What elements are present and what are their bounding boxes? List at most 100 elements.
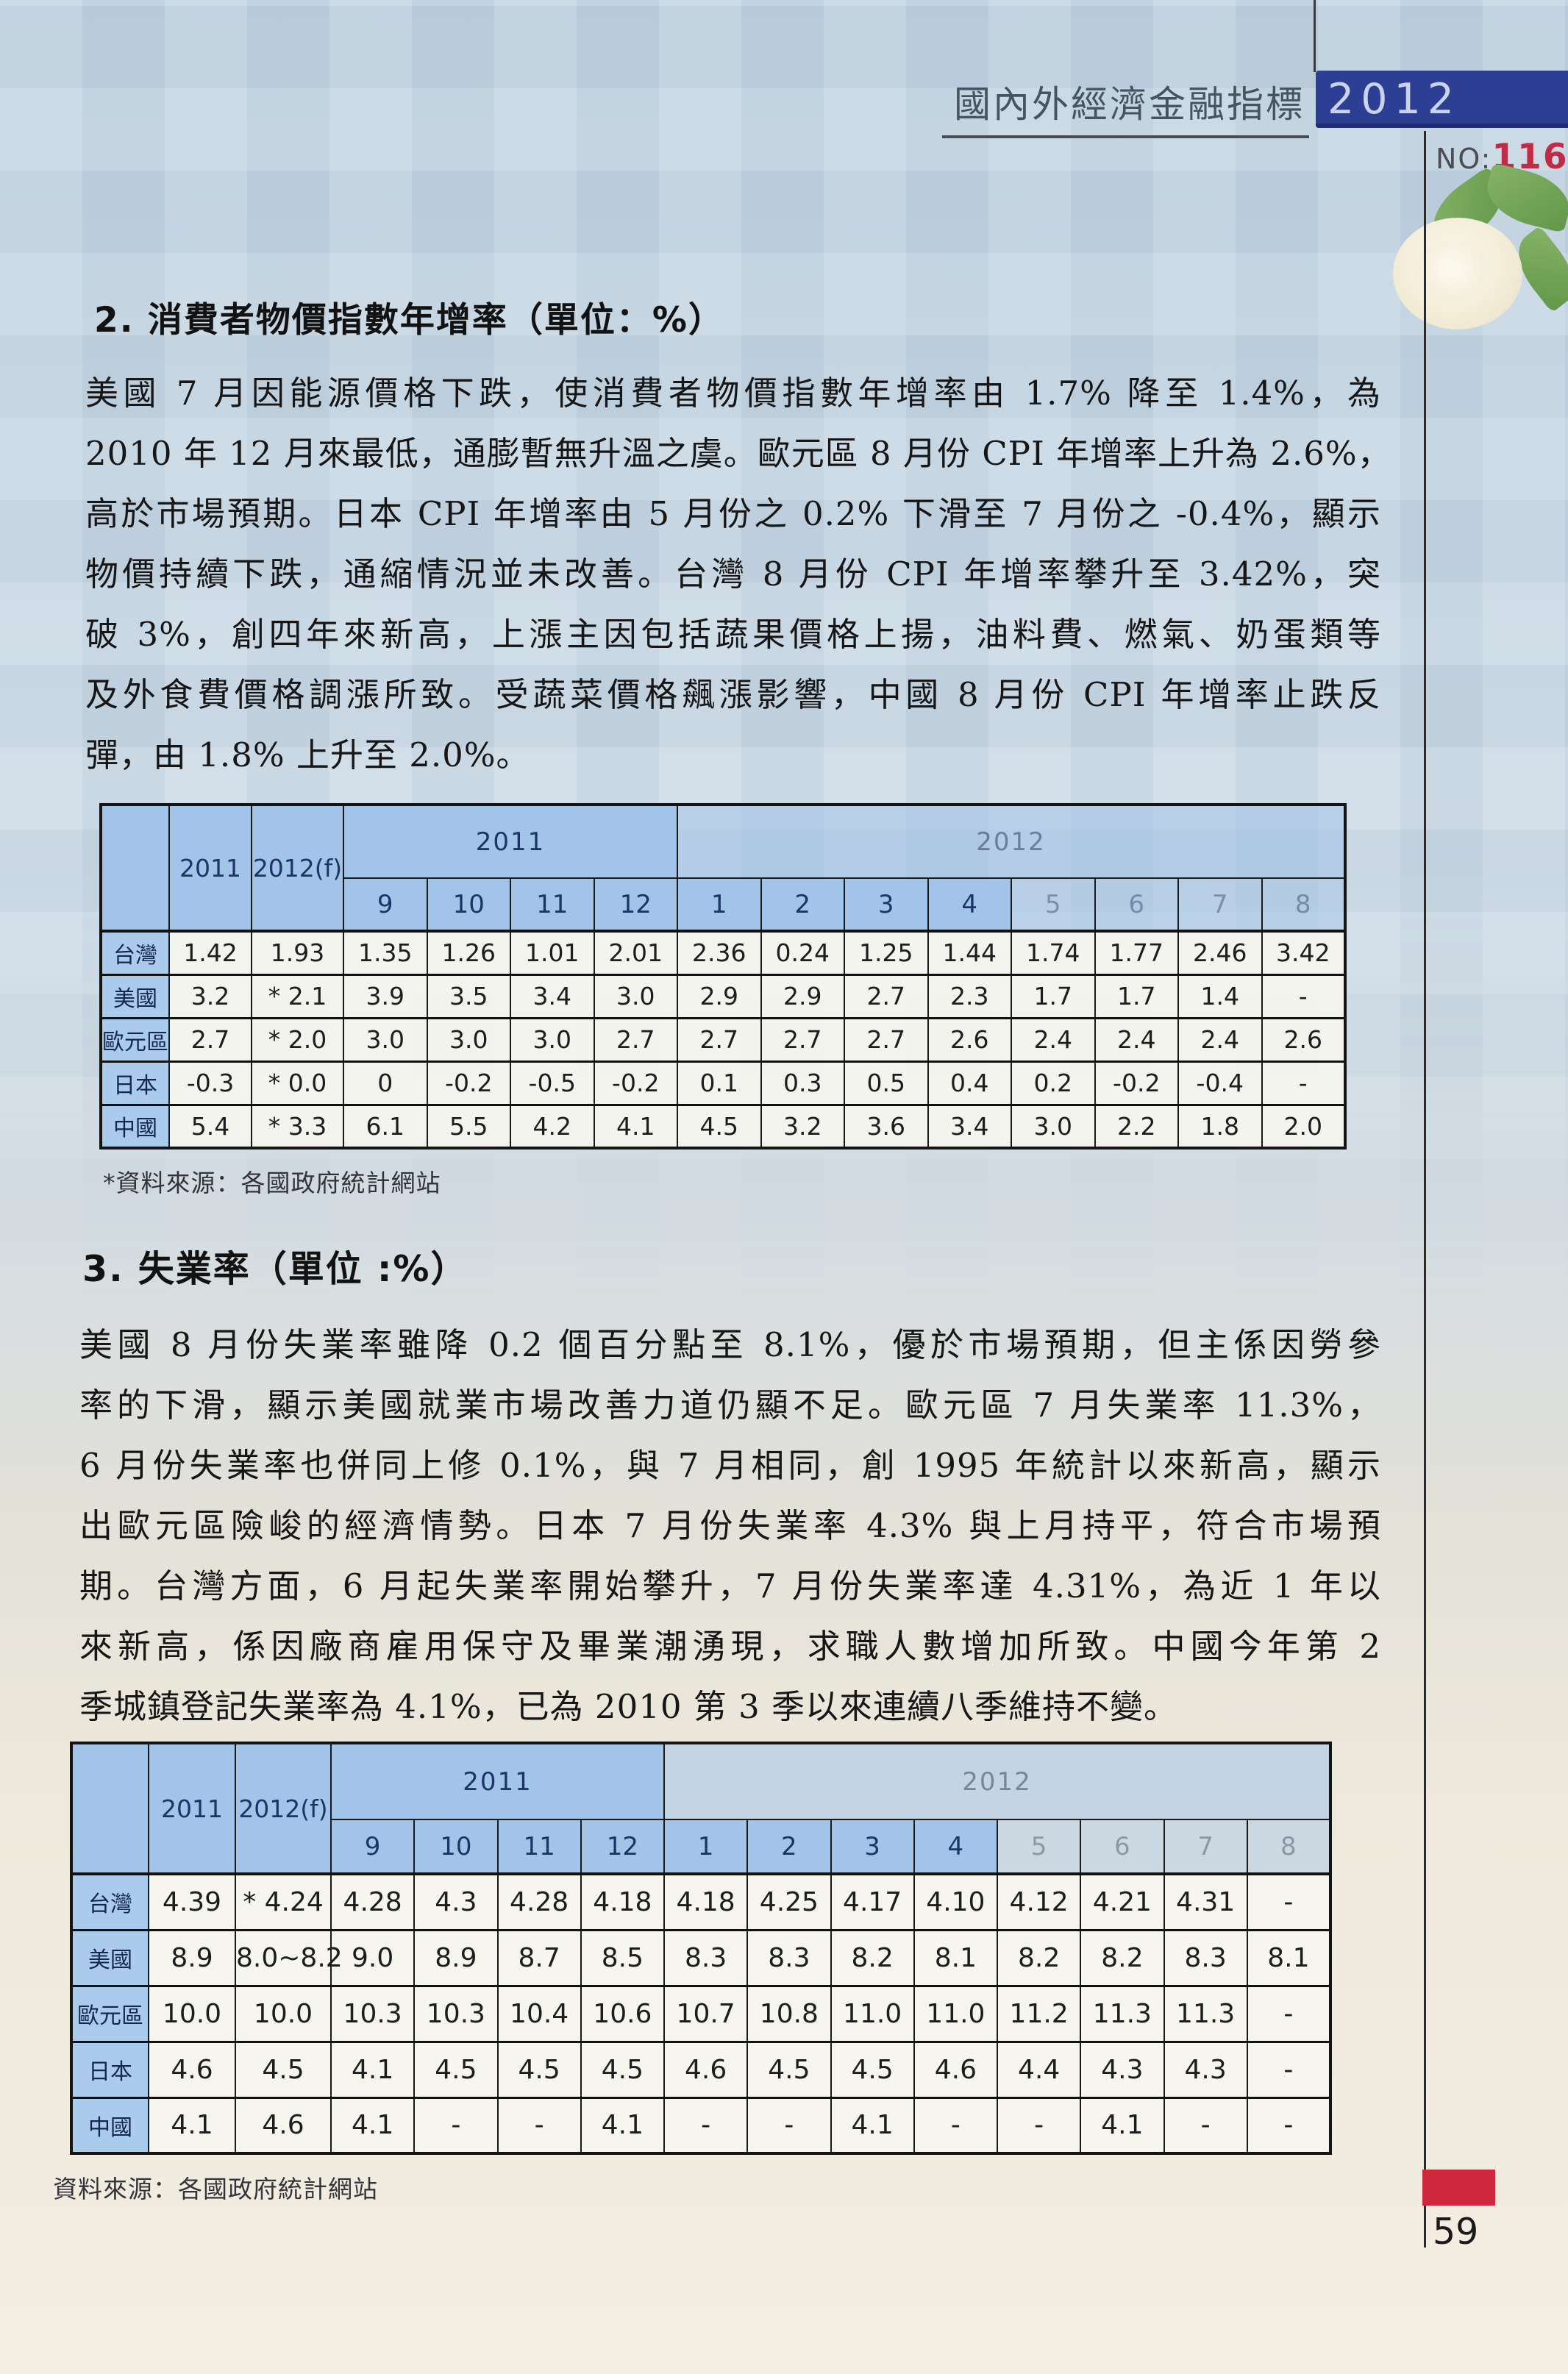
table-month-header: 6: [1080, 1819, 1165, 1875]
table-cell: 4.6: [148, 2041, 236, 2098]
table-cell: 4.1: [1080, 2097, 1165, 2154]
paragraph-line: 出歐元區險峻的經濟情勢。日本 7 月份失業率 4.3% 與上月持平，符合市場預: [79, 1506, 1381, 1545]
table-cell: 5.4: [168, 1104, 252, 1149]
table-cell: 1.8: [1177, 1104, 1263, 1149]
unemployment-table-source-note: 資料來源：各國政府統計網站: [53, 2175, 378, 2203]
paragraph-line: 6 月份失業率也併同上修 0.1%，與 7 月相同，創 1995 年統計以來新高…: [79, 1446, 1381, 1485]
unemployment-table: 2011 2012(f) 2011 2012 9 10 11 12 1 2 3 4 5 6 7 8 台灣 4.39…: [70, 1742, 1332, 2155]
table-cell: -0.2: [1094, 1061, 1179, 1105]
table-cell: 10.3: [329, 1985, 416, 2042]
paragraph-line: 來新高，係因廠商雇用保守及畢業潮湧現，求職人數增加所致。中國今年第 2: [79, 1627, 1381, 1666]
table-cell: -: [1246, 2097, 1332, 2154]
paragraph-line: 高於市場預期。日本 CPI 年增率由 5 月份之 0.2% 下滑至 7 月份之 …: [85, 494, 1381, 533]
table-year-group-header: 2012: [677, 804, 1346, 879]
row-label: 中國: [71, 2097, 149, 2154]
table-cell: 2.6: [927, 1017, 1012, 1062]
table-year-column-header: 2012(f): [235, 1742, 332, 1875]
table-cell: -: [1246, 2041, 1332, 2098]
table-row: 台灣 4.39 * 4.24 4.28 4.3 4.28 4.18 4.18 4.25 4.17 4…: [71, 1873, 1332, 1931]
table-cell: -: [496, 2097, 582, 2154]
table-cell: 3.0: [426, 1017, 511, 1062]
paragraph-line: 季城鎮登記失業率為 4.1%，已為 2010 第 3 季以來連續八季維持不變。: [79, 1687, 1177, 1726]
table-cell: -: [1246, 1873, 1332, 1931]
cpi-table: 2011 2012(f) 2011 2012 9 10 11 12 1 2 3 4 5 6 7 8 台灣 1.42…: [99, 803, 1347, 1149]
table-cell: 3.0: [593, 974, 678, 1019]
issue-number: NO:116: [1436, 137, 1568, 177]
table-cell: 3.4: [510, 974, 595, 1019]
table-row: 中國 4.1 4.6 4.1- -4.1- -4.1- -4.1- -: [71, 2097, 1332, 2154]
table-cell: 3.4: [927, 1104, 1012, 1149]
table-month-header: 4: [913, 1819, 999, 1875]
row-label: 美國: [100, 974, 170, 1019]
table-cell: 1.01: [510, 930, 595, 975]
table-month-header: 2: [746, 1819, 832, 1875]
table-cell: 1.35: [343, 930, 428, 975]
table-cell: 4.1: [148, 2097, 236, 2154]
table-cell: 11.0: [913, 1985, 999, 2042]
table-cell: 8.2: [1080, 1929, 1165, 1986]
table-year-column-header: 2012(f): [251, 804, 344, 932]
table-cell: 4.5: [413, 2041, 499, 2098]
table-corner-cell: [71, 1742, 149, 1875]
report-title: 國內外經濟金融指標: [942, 75, 1309, 138]
table-cell: 2.7: [760, 1017, 845, 1062]
table-cell: 6.1: [343, 1104, 428, 1149]
table-cell: 8.0~8.2: [235, 1929, 343, 1986]
table-cell: 8.3: [746, 1929, 832, 1986]
year-badge: 2012: [1316, 71, 1568, 128]
table-cell: 4.1: [329, 2041, 416, 2098]
table-cell: 4.6: [913, 2041, 999, 2098]
table-cell: 4.5: [235, 2041, 332, 2098]
section-heading-cpi: 2. 消費者物價指數年增率（單位：%）: [94, 300, 725, 341]
table-row: 日本 4.6 4.5 4.1 4.5 4.5 4.5 4.6 4.5 4.5 4.6 4.4 4.3 4.…: [71, 2041, 1332, 2098]
table-month-header: 6: [1094, 877, 1179, 932]
table-cell: 8.2: [830, 1929, 915, 1986]
data-table: 2011 2012(f) 2011 2012 9 10 11 12 1 2 3 4 5 6 7 8 台灣 1.42…: [99, 803, 1347, 1149]
table-cell: 2.4: [1094, 1017, 1179, 1062]
table-cell: 2.46: [1177, 930, 1263, 975]
table-cell: 1.7: [1094, 974, 1179, 1019]
table-cell: 3.0: [343, 1017, 428, 1062]
table-cell: 4.6: [663, 2041, 749, 2098]
table-month-header: 3: [830, 1819, 915, 1875]
unemployment-paragraph: 美國 8 月份失業率雖降 0.2 個百分點至 8.1%，優於市場預期，但主係因勞…: [79, 1315, 1381, 1737]
table-cell: 4.25: [746, 1873, 832, 1931]
table-cell: 4.5: [830, 2041, 915, 2098]
table-cell: * 2.0: [251, 1017, 344, 1062]
table-cell: 10.8: [746, 1985, 832, 2042]
table-cell: -: [996, 2097, 1082, 2154]
table-cell: -: [413, 2097, 499, 2154]
table-row: 美國 8.9 8.0~8.2 9.0 8.9 8.7 8.5 8.3 8.3 8.2 8.1 8.2 8…: [71, 1929, 1332, 1986]
paragraph-line: 期。台灣方面，6 月起失業率開始攀升，7 月份失業率達 4.31%，為近 1 年…: [79, 1566, 1381, 1605]
cpi-paragraph: 美國 7 月因能源價格下跌，使消費者物價指數年增率由 1.7% 降至 1.4%，…: [85, 363, 1391, 785]
table-cell: 10.4: [496, 1985, 582, 2042]
table-cell: 8.3: [1163, 1929, 1248, 1986]
table-year-group-header: 2011: [330, 1742, 665, 1820]
table-cell: 4.5: [677, 1104, 762, 1149]
table-month-header: 8: [1261, 877, 1346, 932]
table-cell: -: [1246, 1985, 1332, 2042]
table-cell: 9.0: [329, 1929, 416, 1986]
table-row: 中國 5.4 * 3.3 6.1 5.5 4.2 4.1 4.5 3.2 3.6 3.4 3.0 2.2…: [100, 1104, 1346, 1149]
table-month-header: 7: [1177, 877, 1263, 932]
table-year-group-header: 2012: [663, 1742, 1331, 1820]
table-cell: 4.4: [996, 2041, 1082, 2098]
row-label: 台灣: [100, 930, 170, 975]
table-cell: 8.9: [148, 1929, 236, 1986]
table-cell: 3.0: [1011, 1104, 1096, 1149]
table-cell: 4.28: [496, 1873, 582, 1931]
table-cell: 2.3: [927, 974, 1012, 1019]
table-month-header: 12: [593, 877, 678, 932]
table-cell: 0.24: [760, 930, 845, 975]
table-row: 歐元區 2.7 * 2.0 3.0 3.0 3.0 2.7 2.7 2.7 2.7 2.6 2.4 2.…: [100, 1017, 1346, 1062]
table-cell: -: [913, 2097, 999, 2154]
table-month-header: 12: [580, 1819, 666, 1875]
table-month-header: 7: [1163, 1819, 1248, 1875]
table-year-column-header: 2011: [148, 1742, 236, 1875]
table-cell: 4.28: [329, 1873, 416, 1931]
table-cell: 8.9: [413, 1929, 499, 1986]
table-cell: 4.31: [1163, 1873, 1248, 1931]
table-cell: 2.9: [760, 974, 845, 1019]
table-month-header: 10: [426, 877, 511, 932]
